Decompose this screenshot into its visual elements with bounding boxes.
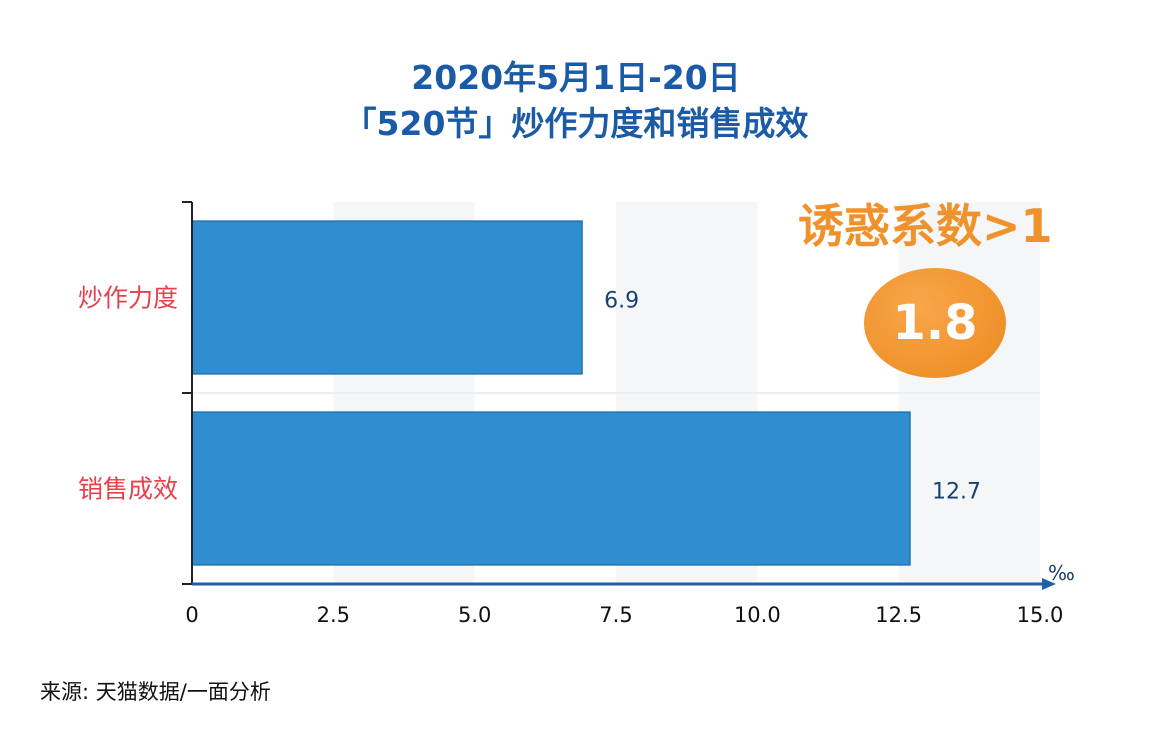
x-axis-arrow — [1042, 578, 1056, 590]
axes — [182, 201, 1056, 590]
category-label: 炒作力度 — [78, 284, 178, 313]
source-note: 来源: 天猫数据/一面分析 — [40, 680, 271, 704]
x-tick-label: 2.5 — [317, 603, 350, 627]
bar-2 — [191, 411, 911, 566]
data-label: 6.9 — [604, 289, 639, 314]
coefficient-heading: 诱惑系数>1 — [798, 199, 1053, 253]
x-tick-label: 15.0 — [1017, 603, 1064, 627]
data-label: 12.7 — [932, 480, 981, 505]
bars — [191, 220, 911, 566]
x-tick-label: 10.0 — [734, 603, 781, 627]
chart-title: 2020年5月1日-20日 — [411, 58, 741, 97]
x-tick-label: 12.5 — [875, 603, 922, 627]
bar-1 — [191, 220, 583, 375]
x-tick-label: 0 — [185, 603, 198, 627]
category-label: 销售成效 — [78, 475, 178, 504]
coefficient-badge: 1.8 — [864, 268, 1006, 378]
labels: 炒作力度 6.9 销售成效 12.7 ‰ 0 2.5 5.0 7.5 10.0 12.5 15.0 — [78, 284, 1075, 628]
x-tick-label: 5.0 — [458, 603, 491, 627]
x-tick-label: 7.5 — [599, 603, 632, 627]
x-unit-label: ‰ — [1048, 561, 1075, 585]
chart-subtitle: 「520节」炒作力度和销售成效 — [343, 104, 809, 143]
